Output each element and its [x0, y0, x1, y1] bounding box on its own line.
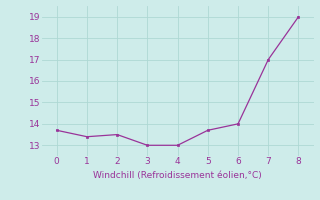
X-axis label: Windchill (Refroidissement éolien,°C): Windchill (Refroidissement éolien,°C) [93, 171, 262, 180]
